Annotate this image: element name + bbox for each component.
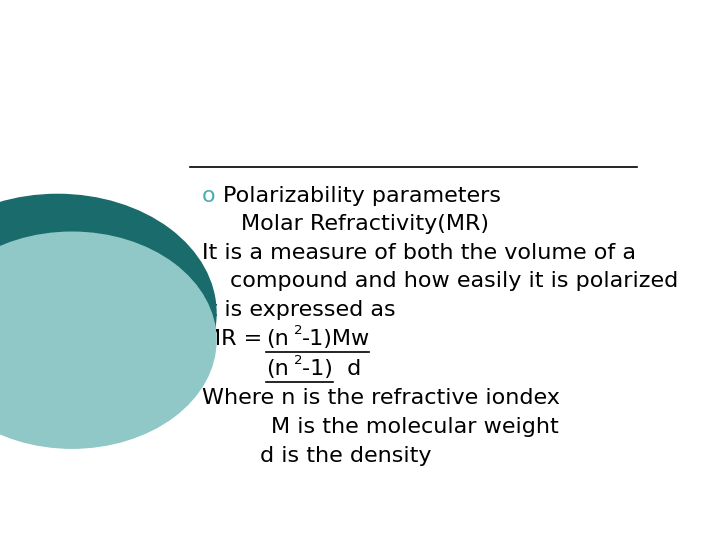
Text: (n: (n xyxy=(266,359,289,379)
Text: 2: 2 xyxy=(294,354,302,367)
Text: It is a measure of both the volume of a: It is a measure of both the volume of a xyxy=(202,243,636,263)
Text: (n: (n xyxy=(266,329,289,349)
Text: M is the molecular weight: M is the molecular weight xyxy=(271,417,559,437)
Text: Molar Refractivity(MR): Molar Refractivity(MR) xyxy=(240,214,489,234)
Text: d is the density: d is the density xyxy=(260,446,432,465)
Text: -1)Mw: -1)Mw xyxy=(302,329,370,349)
Circle shape xyxy=(0,194,216,432)
Text: MR =: MR = xyxy=(202,329,269,349)
Text: o: o xyxy=(202,186,215,206)
Text: It is expressed as: It is expressed as xyxy=(202,300,395,320)
Circle shape xyxy=(0,232,216,448)
Text: Polarizability parameters: Polarizability parameters xyxy=(222,186,501,206)
Text: 2: 2 xyxy=(294,323,302,336)
Text: compound and how easily it is polarized: compound and how easily it is polarized xyxy=(230,271,678,291)
Text: Where n is the refractive iondex: Where n is the refractive iondex xyxy=(202,388,559,408)
Text: -1)  d: -1) d xyxy=(302,359,361,379)
